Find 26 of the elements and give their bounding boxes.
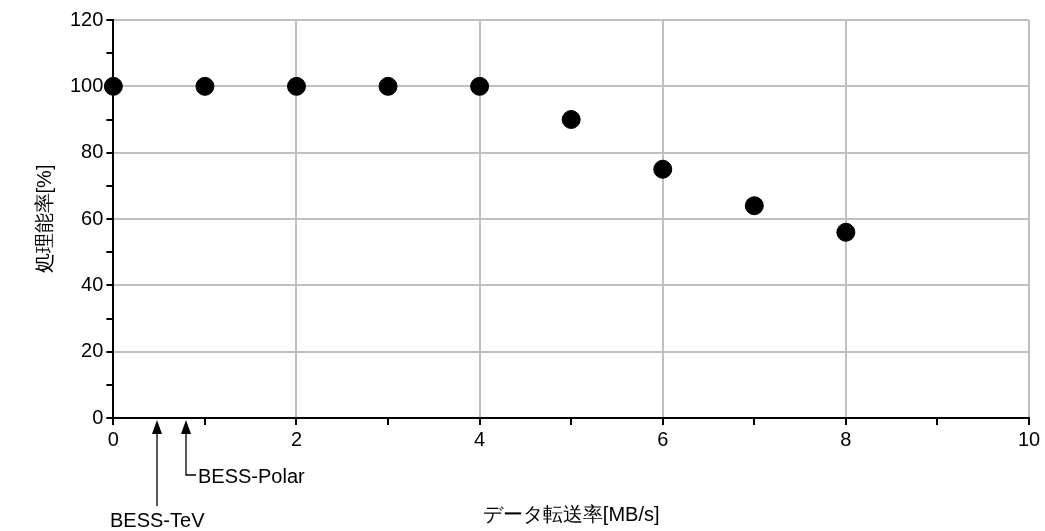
text: BESS-TeV <box>110 509 205 531</box>
point <box>103 76 123 96</box>
point <box>744 196 764 216</box>
text: BESS-Polar <box>198 465 305 487</box>
y-tick-label: 120 <box>69 7 104 30</box>
point <box>653 159 673 179</box>
x-tick-label: 10 <box>1017 427 1041 450</box>
x-tick-label: 0 <box>107 427 119 450</box>
point <box>195 76 215 96</box>
point <box>378 76 398 96</box>
y-tick-label: 100 <box>69 73 104 96</box>
point <box>470 76 490 96</box>
point <box>561 110 581 129</box>
point <box>287 76 306 96</box>
point <box>836 222 856 242</box>
y-tick-label: 60 <box>81 206 104 229</box>
y-tick-label: 80 <box>81 140 104 163</box>
y-axis-title: 処理能率[%] <box>32 164 55 274</box>
y-tick-label: 40 <box>81 272 104 295</box>
x-tick-label: 4 <box>474 427 486 450</box>
y-tick-label: 20 <box>81 339 104 362</box>
x-tick-label: 6 <box>657 427 669 450</box>
x-axis-title: データ転送率[MB/s] <box>482 502 660 525</box>
x-tick-label: 8 <box>840 427 852 450</box>
y-tick-label: 0 <box>92 405 104 428</box>
x-tick-label: 2 <box>290 427 303 450</box>
